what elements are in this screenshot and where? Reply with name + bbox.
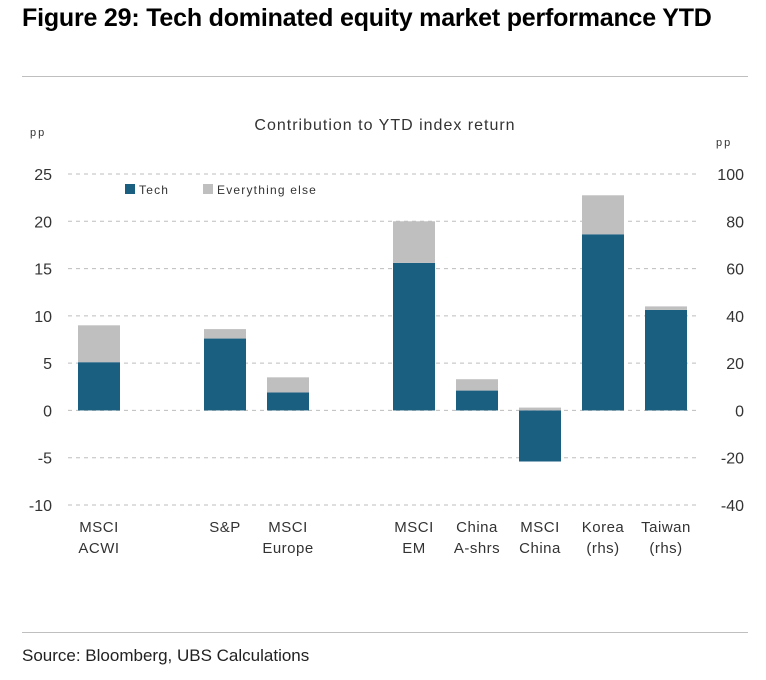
- figure-title: Figure 29: Tech dominated equity market …: [22, 4, 712, 32]
- source-note: Source: Bloomberg, UBS Calculations: [22, 646, 310, 665]
- bar-tech: [204, 338, 246, 411]
- x-category-label: EM: [402, 540, 426, 557]
- right-tick-label: 0: [735, 403, 744, 420]
- right-tick-label: 100: [717, 167, 744, 184]
- right-axis-ticks: -40 -20 0 20 40 60 80 100: [717, 167, 744, 515]
- bar-tech: [78, 362, 120, 411]
- x-axis-labels: MSCI ACWI S&P MSCI Europe MSCI EM China A-shrs MS…: [78, 519, 690, 557]
- top-divider: [22, 76, 748, 77]
- left-axis-ticks: -10 -5 0 5 10 15 20 25: [29, 167, 52, 515]
- legend-label: Everything else: [217, 183, 317, 197]
- bar-everything-else: [645, 306, 687, 310]
- legend-swatch: [125, 184, 135, 194]
- bar-tech: [393, 262, 435, 411]
- left-tick-label: 25: [34, 167, 52, 184]
- bar-everything-else: [267, 377, 309, 393]
- left-tick-label: 0: [43, 403, 52, 420]
- right-tick-label: 40: [726, 309, 744, 326]
- left-tick-label: 15: [34, 262, 52, 279]
- bar-everything-else: [456, 379, 498, 391]
- x-category-label: MSCI: [394, 519, 434, 536]
- bar-tech: [456, 390, 498, 411]
- x-category-label: China: [456, 519, 498, 536]
- left-tick-label: -5: [38, 451, 52, 468]
- legend: Tech Everything else: [125, 183, 317, 197]
- x-category-label: ACWI: [78, 540, 119, 557]
- bar-everything-else: [78, 325, 120, 363]
- bar-tech: [582, 234, 624, 411]
- x-category-label: Taiwan: [641, 519, 691, 536]
- bar-everything-else: [204, 329, 246, 339]
- x-category-label: S&P: [209, 519, 241, 536]
- x-category-label: MSCI: [520, 519, 560, 536]
- right-tick-label: -40: [721, 498, 744, 515]
- legend-label: Tech: [139, 183, 169, 197]
- left-tick-label: 10: [34, 309, 52, 326]
- bottom-divider: [22, 632, 748, 633]
- bar-everything-else: [582, 195, 624, 235]
- left-tick-label: -10: [29, 498, 52, 515]
- chart: Contribution to YTD index return pp pp -…: [29, 117, 744, 557]
- bar-tech: [645, 309, 687, 411]
- right-tick-label: -20: [721, 451, 744, 468]
- bars: [78, 195, 687, 462]
- left-tick-label: 5: [43, 356, 52, 373]
- right-axis-unit: pp: [716, 137, 732, 149]
- bar-everything-else: [519, 407, 561, 411]
- left-tick-label: 20: [34, 214, 52, 231]
- chart-title: Contribution to YTD index return: [254, 117, 515, 134]
- x-category-label: MSCI: [268, 519, 308, 536]
- bar-tech: [267, 392, 309, 411]
- x-category-label: MSCI: [79, 519, 119, 536]
- left-axis-unit: pp: [30, 127, 46, 139]
- gridlines: [68, 173, 700, 506]
- x-category-label: A-shrs: [454, 540, 500, 557]
- bar-tech: [519, 410, 561, 462]
- right-tick-label: 80: [726, 214, 744, 231]
- x-category-label: Europe: [262, 540, 313, 557]
- bar-everything-else: [393, 221, 435, 263]
- x-category-label: (rhs): [586, 540, 619, 557]
- x-category-label: Korea: [582, 519, 625, 536]
- right-tick-label: 20: [726, 356, 744, 373]
- x-category-label: China: [519, 540, 561, 557]
- x-category-label: (rhs): [649, 540, 682, 557]
- legend-swatch: [203, 184, 213, 194]
- right-tick-label: 60: [726, 262, 744, 279]
